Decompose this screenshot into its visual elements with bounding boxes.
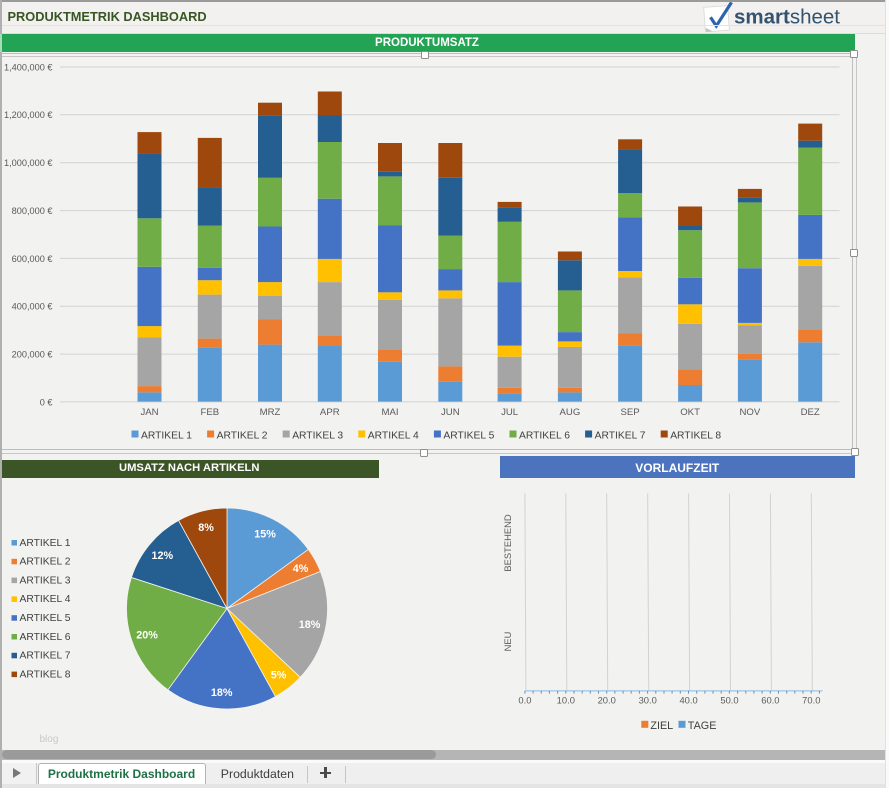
svg-text:8%: 8% — [198, 522, 214, 534]
svg-text:30.0: 30.0 — [639, 695, 657, 706]
svg-text:ARTIKEL 4: ARTIKEL 4 — [20, 594, 71, 605]
svg-text:40.0: 40.0 — [679, 695, 697, 706]
svg-text:FEB: FEB — [200, 407, 219, 418]
svg-text:600,000 €: 600,000 € — [12, 254, 53, 264]
svg-text:0 €: 0 € — [40, 397, 53, 407]
svg-text:1,200,000 €: 1,200,000 € — [4, 110, 53, 120]
svg-text:15%: 15% — [254, 529, 276, 541]
svg-text:APR: APR — [320, 407, 340, 418]
svg-text:0.0: 0.0 — [518, 695, 531, 706]
svg-text:ZIEL: ZIEL — [650, 720, 673, 732]
svg-text:SEP: SEP — [620, 407, 639, 418]
svg-text:12%: 12% — [151, 550, 173, 562]
svg-text:ARTIKEL 5: ARTIKEL 5 — [20, 613, 71, 624]
svg-text:ARTIKEL 2: ARTIKEL 2 — [217, 431, 268, 442]
svg-text:smartsheet: smartsheet — [734, 6, 840, 29]
svg-text:ARTIKEL 7: ARTIKEL 7 — [20, 651, 71, 662]
svg-text:18%: 18% — [211, 687, 233, 699]
svg-text:ARTIKEL 5: ARTIKEL 5 — [443, 431, 494, 442]
svg-text:10.0: 10.0 — [557, 695, 575, 706]
svg-text:4%: 4% — [293, 563, 309, 575]
svg-text:TAGE: TAGE — [688, 720, 717, 732]
svg-text:ARTIKEL 7: ARTIKEL 7 — [595, 431, 646, 442]
svg-text:50.0: 50.0 — [720, 695, 738, 706]
svg-text:ARTIKEL 6: ARTIKEL 6 — [519, 431, 570, 442]
svg-text:60.0: 60.0 — [761, 695, 779, 706]
svg-text:ARTIKEL 1: ARTIKEL 1 — [141, 431, 192, 442]
svg-text:1,400,000 €: 1,400,000 € — [4, 62, 53, 72]
svg-text:5%: 5% — [271, 670, 287, 682]
svg-text:DEZ: DEZ — [801, 407, 820, 418]
svg-text:1,000,000 €: 1,000,000 € — [4, 158, 53, 168]
svg-text:18%: 18% — [299, 619, 321, 631]
svg-text:BESTEHEND: BESTEHEND — [502, 514, 513, 572]
svg-text:NOV: NOV — [740, 407, 761, 418]
svg-text:200,000 €: 200,000 € — [12, 350, 53, 360]
svg-text:ARTIKEL 4: ARTIKEL 4 — [368, 431, 419, 442]
svg-text:400,000 €: 400,000 € — [12, 302, 53, 312]
svg-text:ARTIKEL 3: ARTIKEL 3 — [20, 575, 71, 586]
svg-text:20%: 20% — [136, 629, 158, 641]
svg-text:70.0: 70.0 — [802, 695, 820, 706]
svg-text:OKT: OKT — [680, 407, 700, 418]
svg-text:ARTIKEL 8: ARTIKEL 8 — [20, 669, 71, 680]
svg-text:20.0: 20.0 — [598, 695, 616, 706]
svg-text:MRZ: MRZ — [260, 407, 281, 418]
svg-text:MAI: MAI — [381, 407, 398, 418]
svg-text:NEU: NEU — [502, 631, 513, 651]
svg-text:ARTIKEL 3: ARTIKEL 3 — [292, 431, 343, 442]
svg-text:ARTIKEL 8: ARTIKEL 8 — [670, 431, 721, 442]
svg-text:ARTIKEL 6: ARTIKEL 6 — [20, 632, 71, 643]
svg-text:JUL: JUL — [501, 407, 519, 418]
svg-text:800,000 €: 800,000 € — [12, 206, 53, 216]
svg-text:ARTIKEL 2: ARTIKEL 2 — [20, 557, 71, 568]
svg-text:ARTIKEL 1: ARTIKEL 1 — [20, 538, 71, 549]
svg-text:AUG: AUG — [560, 407, 581, 418]
svg-text:JAN: JAN — [140, 407, 158, 418]
svg-text:JUN: JUN — [441, 407, 460, 418]
